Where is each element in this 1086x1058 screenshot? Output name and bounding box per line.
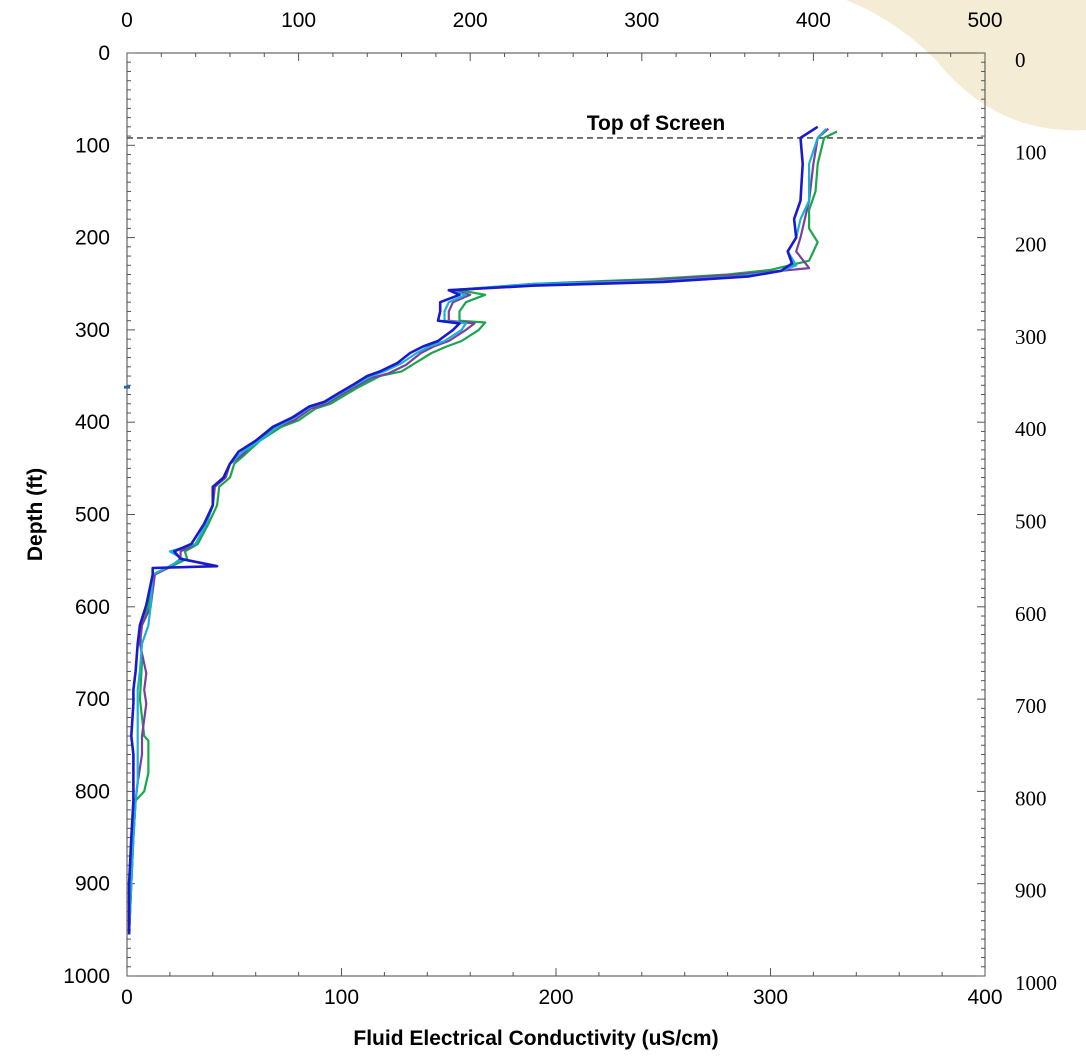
y-tick-label: 300 bbox=[75, 319, 110, 342]
left-axis-ticks: 0 100 200 300 400 500 600 700 800 900 1000 bbox=[63, 42, 110, 988]
y-tick-label: 900 bbox=[75, 873, 110, 896]
y-tick-label: 800 bbox=[75, 780, 110, 803]
top-tick-label: 400 bbox=[796, 9, 831, 32]
top-tick-label: 100 bbox=[281, 9, 316, 32]
plot-area bbox=[126, 52, 986, 977]
right-y-tick-label: 400 bbox=[1015, 417, 1047, 441]
y-axis-title: Depth (ft) bbox=[24, 468, 47, 561]
background-decoration bbox=[846, 0, 1086, 131]
x-tick-label: 300 bbox=[753, 986, 788, 1009]
y-tick-label: 1000 bbox=[63, 965, 110, 988]
top-of-screen-label: Top of Screen bbox=[587, 112, 725, 135]
right-y-tick-label: 0 bbox=[1015, 48, 1026, 72]
right-y-tick-label: 800 bbox=[1015, 786, 1047, 810]
plot-border bbox=[126, 52, 986, 977]
series-line-3 bbox=[128, 127, 828, 935]
minor-ticks bbox=[126, 52, 986, 977]
x-tick-label: 400 bbox=[967, 986, 1002, 1009]
top-tick-label: 0 bbox=[121, 9, 133, 32]
x-axis-title: Fluid Electrical Conductivity (uS/cm) bbox=[353, 1027, 718, 1050]
y-tick-label: 700 bbox=[75, 688, 110, 711]
y-tick-label: 600 bbox=[75, 596, 110, 619]
annotation-layer: Top of Screen bbox=[127, 112, 985, 139]
series-line-1 bbox=[128, 130, 838, 935]
right-y-tick-label: 1000 bbox=[1015, 971, 1057, 995]
right-y-tick-label: 500 bbox=[1015, 510, 1047, 534]
x-tick-label: 0 bbox=[121, 986, 133, 1009]
y-tick-label: 0 bbox=[98, 42, 110, 65]
right-y-tick-label: 100 bbox=[1015, 140, 1047, 164]
right-y-tick-label: 600 bbox=[1015, 602, 1047, 626]
top-tick-label: 200 bbox=[453, 9, 488, 32]
right-y-tick-label: 900 bbox=[1015, 879, 1047, 903]
top-axis-ticks: 0 100 200 300 400 500 bbox=[121, 9, 1002, 32]
y-tick-label: 200 bbox=[75, 227, 110, 250]
right-y-tick-label: 300 bbox=[1015, 325, 1047, 349]
right-axis-ticks: 0 100 200 300 400 500 600 700 800 900 1000 bbox=[1015, 48, 1057, 995]
series-line-4 bbox=[127, 125, 819, 935]
y-tick-label: 100 bbox=[75, 134, 110, 157]
x-tick-label: 200 bbox=[538, 986, 573, 1009]
bottom-axis-ticks: 0 100 200 300 400 bbox=[121, 986, 1002, 1009]
top-tick-label: 500 bbox=[967, 9, 1002, 32]
y-tick-label: 400 bbox=[75, 411, 110, 434]
right-y-tick-label: 700 bbox=[1015, 694, 1047, 718]
series-line-2 bbox=[128, 127, 830, 935]
series-layer bbox=[124, 125, 838, 935]
right-y-tick-label: 200 bbox=[1015, 233, 1047, 257]
y-tick-label: 500 bbox=[75, 504, 110, 527]
top-tick-label: 300 bbox=[624, 9, 659, 32]
x-tick-label: 100 bbox=[324, 986, 359, 1009]
